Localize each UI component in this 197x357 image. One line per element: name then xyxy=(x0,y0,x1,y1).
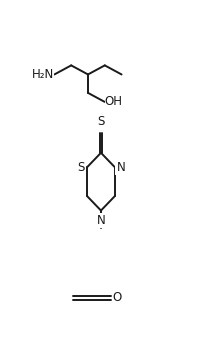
Text: N: N xyxy=(97,214,105,227)
Text: S: S xyxy=(77,161,85,174)
Text: H₂N: H₂N xyxy=(32,68,54,81)
Text: OH: OH xyxy=(105,95,123,109)
Text: O: O xyxy=(112,291,122,305)
Text: S: S xyxy=(97,115,105,128)
Text: N: N xyxy=(117,161,125,174)
